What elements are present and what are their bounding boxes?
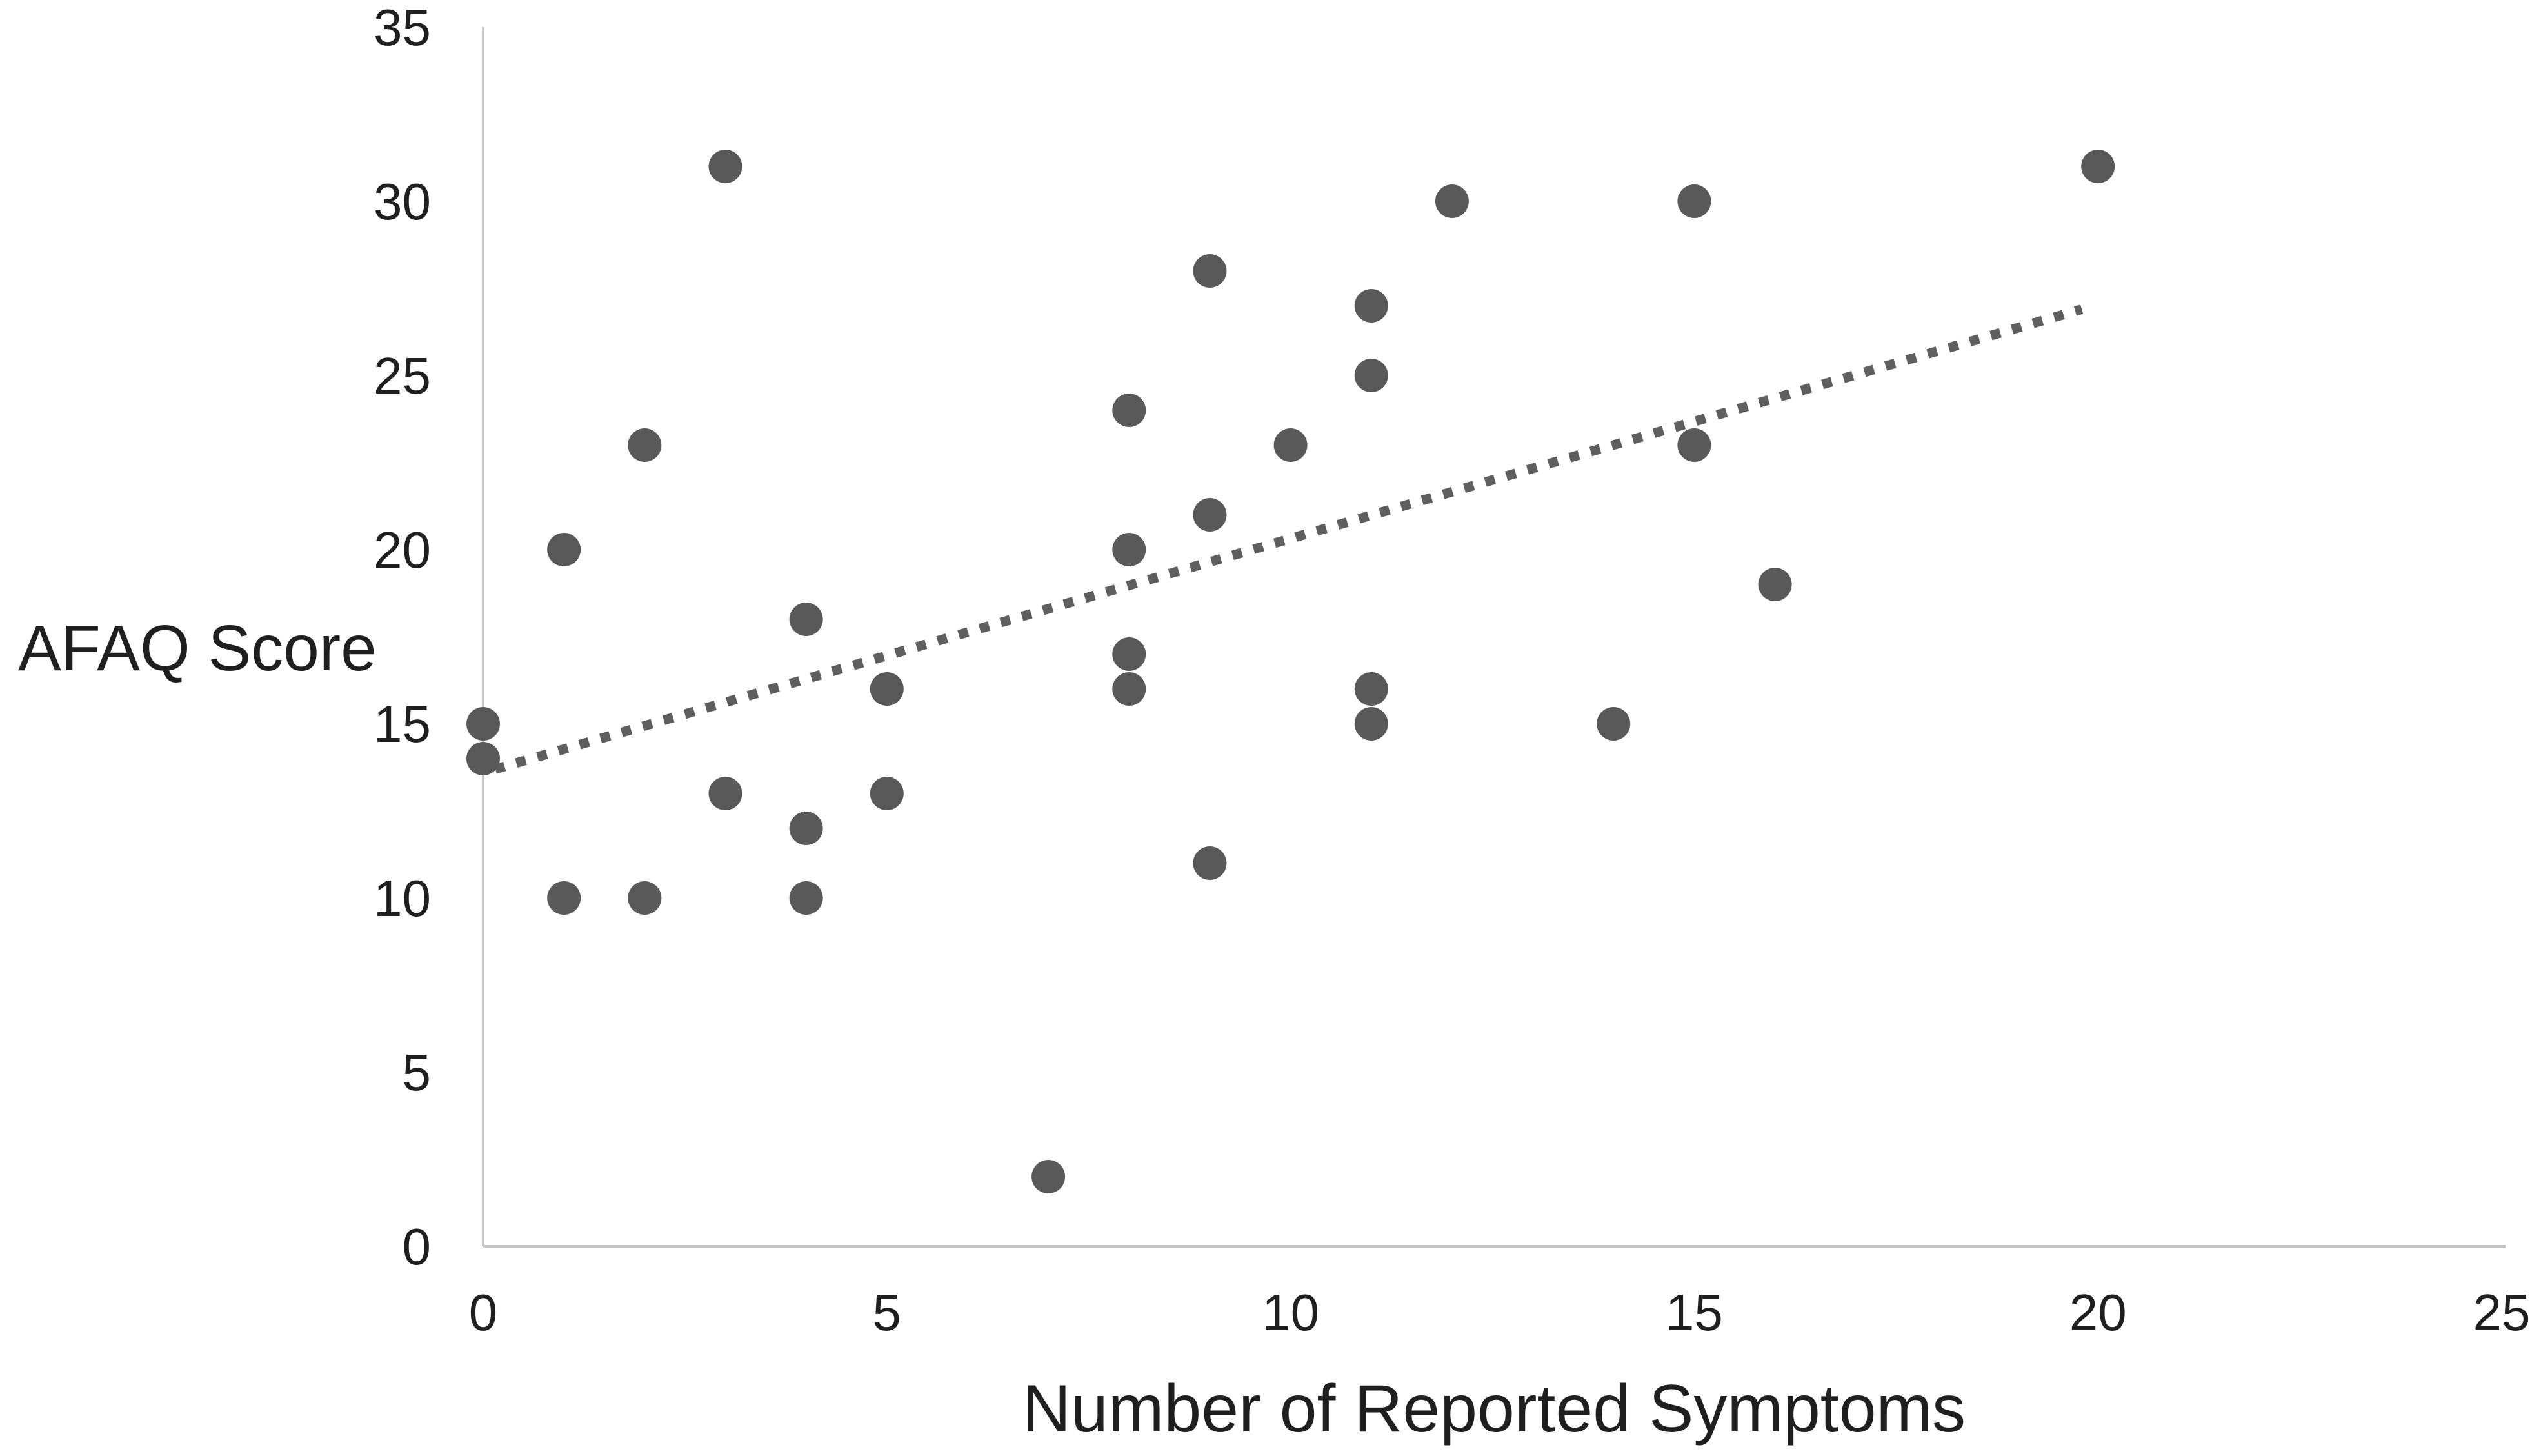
x-tick-label: 25 [2473, 1284, 2531, 1341]
data-point [1597, 707, 1631, 741]
y-tick-label: 5 [403, 1044, 432, 1101]
data-point [466, 707, 500, 741]
data-point [1354, 707, 1388, 741]
y-tick-label: 30 [374, 173, 431, 230]
data-point [870, 777, 904, 810]
data-point [1354, 672, 1388, 706]
data-point [2081, 150, 2115, 183]
y-tick-label: 10 [374, 870, 431, 927]
data-point [1112, 394, 1146, 427]
y-tick-label: 20 [374, 521, 431, 579]
data-point [628, 881, 662, 915]
x-axis-title: Number of Reported Symptoms [1022, 1371, 1966, 1446]
y-tick-label: 35 [374, 0, 431, 56]
data-point [1193, 498, 1227, 532]
data-point [870, 672, 904, 706]
trend-line [493, 304, 2084, 774]
data-point [708, 150, 742, 183]
data-point [466, 742, 500, 775]
data-point [1112, 533, 1146, 566]
x-tick-label: 20 [2069, 1284, 2127, 1341]
x-tick-label: 0 [469, 1284, 498, 1341]
data-point [1112, 637, 1146, 671]
data-point [1758, 568, 1792, 601]
data-point [1354, 359, 1388, 392]
x-tick-label: 15 [1666, 1284, 1723, 1341]
x-tick-label: 10 [1262, 1284, 1319, 1341]
y-tick-label: 0 [403, 1218, 432, 1275]
data-point [628, 428, 662, 462]
data-point [708, 777, 742, 810]
data-point [1354, 289, 1388, 323]
data-point [1031, 1160, 1066, 1193]
y-tick-label: 25 [374, 347, 431, 404]
y-tick-label: 15 [374, 695, 431, 753]
data-point [1193, 254, 1227, 288]
data-point [1112, 672, 1146, 706]
x-tick-label: 5 [873, 1284, 902, 1341]
data-point [789, 881, 823, 915]
data-point [1273, 428, 1308, 462]
y-axis-title: AFAQ Score [18, 612, 377, 684]
data-point [547, 881, 581, 915]
data-point [547, 533, 581, 566]
data-point [1435, 184, 1469, 218]
data-point [1677, 184, 1711, 218]
data-point [789, 812, 823, 845]
data-point [1193, 846, 1227, 880]
data-point [1677, 428, 1711, 462]
data-point [789, 603, 823, 636]
